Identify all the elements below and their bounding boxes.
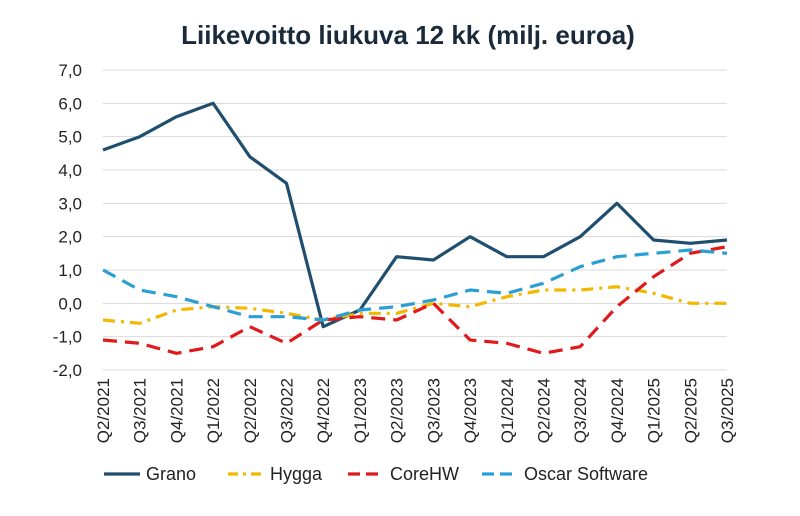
- series-line-hygga: [102, 285, 727, 325]
- series-line-corehw: [102, 245, 728, 355]
- y-tick-label: -1,0: [53, 328, 82, 347]
- legend: Grano Hygga CoreHW Oscar Software: [104, 464, 648, 484]
- x-tick-label: Q2/2023: [388, 378, 407, 443]
- gridlines: [103, 69, 727, 371]
- y-tick-label: -2,0: [53, 361, 82, 380]
- series-line-oscar-software: [102, 248, 728, 322]
- x-tick-label: Q2/2021: [94, 378, 113, 443]
- x-tick-label: Q4/2021: [167, 378, 186, 443]
- legend-label: Grano: [146, 464, 196, 484]
- legend-label: CoreHW: [390, 464, 459, 484]
- y-tick-label: 6,0: [58, 94, 82, 113]
- y-tick-label: 0,0: [58, 294, 82, 313]
- y-tick-label: 1,0: [58, 261, 82, 280]
- series-lines: [102, 101, 728, 355]
- x-tick-label: Q3/2024: [571, 378, 590, 443]
- y-axis-ticks: -2,0 -1,0 0,0 1,0 2,0 3,0 4,0 5,0 6,0 7,0: [53, 61, 82, 380]
- x-tick-label: Q4/2024: [608, 378, 627, 443]
- series-line-grano: [102, 101, 728, 329]
- x-axis-ticks: Q2/2021 Q3/2021 Q4/2021 Q1/2022 Q2/2022 Q3/20…: [94, 378, 737, 443]
- x-tick-label: Q3/2025: [718, 378, 737, 443]
- x-tick-label: Q2/2024: [534, 378, 553, 443]
- chart-title: Liikevoitto liukuva 12 kk (milj. euroa): [181, 20, 635, 50]
- x-tick-label: Q1/2023: [351, 378, 370, 443]
- x-tick-label: Q4/2022: [314, 378, 333, 443]
- x-tick-label: Q2/2025: [681, 378, 700, 443]
- x-tick-label: Q3/2023: [424, 378, 443, 443]
- x-tick-label: Q4/2023: [461, 378, 480, 443]
- legend-label: Hygga: [270, 464, 323, 484]
- x-tick-label: Q2/2022: [241, 378, 260, 443]
- x-tick-label: Q1/2022: [204, 378, 223, 443]
- x-tick-label: Q1/2024: [498, 378, 517, 443]
- legend-label: Oscar Software: [524, 464, 648, 484]
- y-tick-label: 3,0: [58, 194, 82, 213]
- y-tick-label: 2,0: [58, 228, 82, 247]
- x-tick-label: Q3/2022: [278, 378, 297, 443]
- y-tick-label: 7,0: [58, 61, 82, 80]
- y-tick-label: 5,0: [58, 128, 82, 147]
- x-tick-label: Q3/2021: [131, 378, 150, 443]
- y-tick-label: 4,0: [58, 161, 82, 180]
- x-tick-label: Q1/2025: [645, 378, 664, 443]
